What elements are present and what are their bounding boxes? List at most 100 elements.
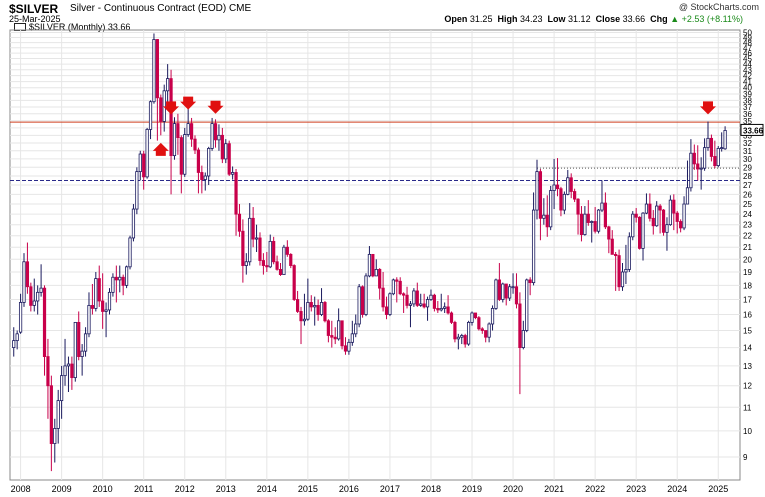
candle-body	[77, 321, 81, 357]
x-tick-label: 2008	[11, 484, 31, 494]
candle-body	[702, 147, 707, 169]
candle-body	[384, 306, 389, 315]
candle-body	[422, 303, 426, 308]
candle-body	[292, 265, 296, 300]
candle-body	[631, 213, 635, 238]
candle-body	[709, 137, 714, 157]
symbol-description: Silver - Continuous Contract (EOD) CME	[70, 3, 252, 14]
candle-body	[658, 205, 662, 211]
close-label: Close	[595, 14, 621, 24]
candle-body	[248, 217, 252, 263]
y-tick-label: 21	[743, 243, 752, 252]
candle-body	[699, 167, 703, 170]
candle-body	[432, 294, 437, 309]
candle-body	[313, 305, 317, 308]
candle-body	[104, 309, 108, 312]
candle-body	[241, 230, 245, 266]
candle-body	[531, 209, 536, 284]
candle-body	[419, 303, 423, 306]
x-tick-label: 2009	[52, 484, 72, 494]
candle-body	[25, 261, 30, 288]
candle-body	[579, 213, 584, 235]
y-tick-label: 10	[743, 427, 752, 436]
x-tick-label: 2015	[298, 484, 318, 494]
candle-body	[217, 134, 221, 141]
chart-header: $SILVER Silver - Continuous Contract (EO…	[0, 0, 765, 32]
candle-body	[696, 163, 700, 170]
candle-body	[624, 268, 628, 273]
candle-body	[470, 312, 474, 323]
plot-frame	[9, 29, 741, 481]
candle-body	[545, 214, 549, 228]
low-label: Low	[547, 14, 566, 24]
candle-body	[107, 291, 112, 311]
candle-body	[360, 286, 365, 315]
candle-body	[189, 123, 194, 140]
x-tick-label: 2017	[380, 484, 400, 494]
y-tick-label: 19	[743, 268, 752, 277]
candle-body	[138, 153, 142, 173]
candle-body	[453, 321, 457, 340]
candle-body	[620, 271, 625, 288]
candle-body	[15, 333, 19, 342]
candle-body	[295, 299, 300, 312]
y-tick-label: 50	[743, 28, 752, 37]
candle-body	[56, 400, 60, 429]
x-tick-label: 2025	[708, 484, 728, 494]
candle-body	[398, 280, 402, 295]
candle-body	[12, 340, 16, 348]
arrow-down-icon	[700, 101, 716, 115]
candle-body	[627, 236, 631, 270]
candle-body	[378, 268, 382, 289]
candle-body	[364, 275, 368, 315]
candle-body	[374, 268, 378, 277]
candle-body	[713, 156, 717, 167]
candle-body	[179, 137, 183, 175]
chart-date: 25-Mar-2025	[9, 14, 61, 24]
candle-body	[224, 143, 228, 160]
y-tick-label: 43	[743, 66, 752, 75]
candle-body	[66, 363, 71, 367]
candle-body	[501, 283, 505, 300]
candle-body	[425, 299, 430, 308]
candle-body	[371, 253, 375, 277]
candle-body	[244, 261, 248, 266]
candle-body	[648, 203, 652, 219]
candle-body	[186, 123, 190, 135]
y-tick-label: 14	[743, 344, 752, 353]
candle-body	[408, 303, 413, 306]
candle-body	[316, 305, 320, 315]
y-tick-label: 27	[743, 181, 752, 190]
x-tick-label: 2013	[216, 484, 236, 494]
candle-body	[525, 279, 529, 331]
candle-body	[125, 266, 129, 286]
candle-body	[258, 237, 262, 261]
candle-body	[566, 177, 570, 195]
candle-body	[83, 333, 88, 352]
y-tick-label: 12	[743, 382, 752, 391]
symbol: $SILVER	[9, 2, 59, 16]
candle-body	[207, 148, 211, 177]
candle-body	[494, 279, 498, 309]
candle-body	[487, 323, 491, 338]
candle-body	[538, 171, 543, 219]
candle-body	[261, 260, 266, 266]
candle-body	[87, 305, 91, 335]
candle-body	[172, 123, 177, 157]
candle-body	[220, 134, 224, 160]
y-tick-label: 38	[743, 96, 752, 105]
y-tick-label: 29	[743, 163, 752, 172]
candle-body	[231, 172, 235, 175]
open-label: Open	[444, 14, 468, 24]
x-tick-label: 2011	[134, 484, 153, 494]
candle-body	[145, 128, 149, 178]
candle-body	[29, 286, 33, 306]
candle-body	[391, 279, 395, 295]
candle-body	[402, 293, 406, 296]
candle-body	[518, 303, 522, 348]
candle-body	[692, 152, 696, 165]
candle-body	[128, 237, 132, 268]
candle-body	[90, 305, 94, 309]
y-tick-label: 23	[743, 221, 752, 230]
